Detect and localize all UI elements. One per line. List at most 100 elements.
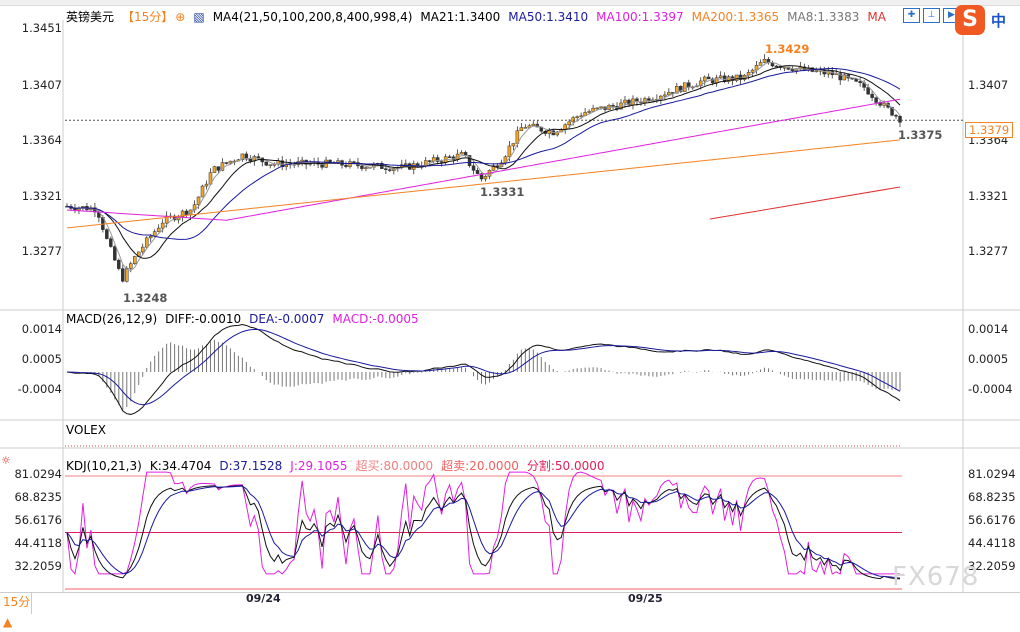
macd-diff: DIFF:-0.0010 — [165, 312, 242, 326]
price-axis-label: 1.3407 — [21, 78, 62, 92]
kdj-settings-icon[interactable]: ☼ — [1, 454, 11, 467]
kdj-axis-label: 56.6176 — [14, 513, 62, 527]
candle — [140, 246, 145, 253]
current-price-badge: 1.3379 — [965, 122, 1014, 138]
candle — [575, 116, 579, 118]
candle — [702, 76, 707, 82]
candle — [352, 161, 356, 163]
candle — [144, 237, 149, 248]
kdj-axis-label: 56.6176 — [968, 513, 1016, 527]
price-axis-label: 1.3321 — [968, 189, 1009, 203]
price-chart[interactable] — [0, 0, 1020, 614]
ma100-value: MA100:1.3397 — [596, 10, 684, 24]
macd-axis-label: 0.0014 — [968, 322, 1009, 336]
candle — [611, 105, 615, 107]
candle — [898, 115, 902, 123]
kdj-k: K:34.4704 — [149, 459, 212, 473]
candle — [683, 82, 687, 92]
ma-indicator[interactable]: MA4(21,50,100,200,8,400,998,4) — [212, 10, 413, 24]
indicator-icon[interactable]: ▧ — [193, 10, 205, 24]
candle — [180, 210, 185, 217]
kdj-axis-label: 44.4118 — [14, 536, 62, 550]
range-icon[interactable]: ⊥ — [923, 8, 940, 23]
kdj-axis-label: 68.8235 — [968, 490, 1016, 504]
timeframe-selector[interactable]: 15分▲ — [0, 592, 32, 629]
candle — [125, 268, 129, 282]
kdj-j-line — [66, 471, 901, 576]
candle — [224, 162, 229, 164]
candle — [587, 111, 591, 113]
price-axis-label: 1.3277 — [21, 244, 62, 258]
macd-axis-label: -0.0004 — [968, 382, 1013, 396]
price-axis-label: 1.3277 — [968, 244, 1009, 258]
candle — [495, 165, 500, 168]
macd-title[interactable]: MACD(26,12,9) — [66, 312, 158, 326]
candle — [774, 65, 779, 68]
macd-dea-line — [66, 328, 901, 406]
watermark: FX678 — [892, 562, 980, 592]
candle — [679, 85, 683, 92]
candle — [200, 185, 205, 198]
ime-logo-icon: S — [955, 5, 985, 35]
macd-legend: MACD(26,12,9) DIFF:-0.0010 DEA:-0.0007 MACD… — [66, 312, 427, 326]
candle — [599, 106, 603, 109]
candle — [459, 152, 464, 155]
candle — [479, 173, 484, 180]
volex-title[interactable]: VOLEX — [66, 423, 106, 437]
price-axis-label: 1.3364 — [21, 133, 62, 147]
candle — [105, 229, 109, 239]
candle — [220, 162, 225, 171]
candle — [591, 108, 595, 112]
kdj-title[interactable]: KDJ(10,21,3) — [66, 459, 142, 473]
kdj-overbought: 超买:80.0000 — [355, 459, 434, 473]
candle — [256, 156, 261, 159]
kdj-d: D:37.1528 — [219, 459, 283, 473]
date-label: 09/24 — [246, 592, 281, 605]
candle — [148, 236, 153, 239]
kdj-axis-label: 32.2059 — [968, 559, 1016, 573]
candle — [874, 97, 878, 103]
macd-dea: DEA:-0.0007 — [249, 312, 325, 326]
ma21-value: MA21:1.3400 — [420, 10, 501, 24]
candle — [264, 161, 269, 166]
ma50-value: MA50:1.3410 — [508, 10, 589, 24]
candle — [160, 222, 165, 229]
price-axis-label: 1.3451 — [21, 21, 62, 35]
candle — [196, 196, 201, 205]
candle — [714, 77, 719, 84]
ma8-line — [66, 61, 901, 272]
ma400-line — [709, 186, 901, 220]
candle — [447, 156, 452, 158]
price-axis-label: 1.3321 — [21, 189, 62, 203]
macd-axis-label: 0.0005 — [21, 352, 62, 366]
candle — [113, 246, 117, 261]
macd-axis-label: 0.0014 — [21, 322, 62, 336]
kdj-j: J:29.1055 — [290, 459, 348, 473]
ime-language-toggle[interactable]: 中 — [991, 12, 1007, 30]
candle — [404, 163, 408, 165]
price-axis-label: 1.3407 — [968, 78, 1009, 92]
candle — [360, 165, 364, 169]
candle — [894, 115, 898, 117]
candle — [718, 75, 723, 78]
candle — [204, 183, 209, 187]
timeframe-label[interactable]: 【15分】 — [122, 10, 174, 24]
candle — [866, 87, 870, 95]
ma100-line — [66, 98, 901, 221]
candle — [483, 175, 488, 180]
crosshair-icon[interactable]: ✚ — [903, 8, 920, 23]
candle — [511, 143, 516, 147]
candle — [858, 81, 862, 83]
candle — [698, 80, 703, 87]
candle — [240, 153, 245, 160]
add-compare-icon[interactable]: ⊕ — [175, 10, 186, 24]
candle — [663, 94, 667, 97]
candle — [738, 74, 743, 80]
macd-axis-label: -0.0004 — [17, 382, 62, 396]
kdj-axis-label: 81.0294 — [968, 467, 1016, 481]
date-label: 09/25 — [628, 592, 663, 605]
kdj-legend: KDJ(10,21,3) K:34.4704 D:37.1528 J:29.1055 超… — [66, 457, 613, 474]
candle — [870, 93, 874, 98]
candle — [491, 165, 496, 171]
kdj-oversold: 超卖:20.0000 — [441, 459, 519, 473]
